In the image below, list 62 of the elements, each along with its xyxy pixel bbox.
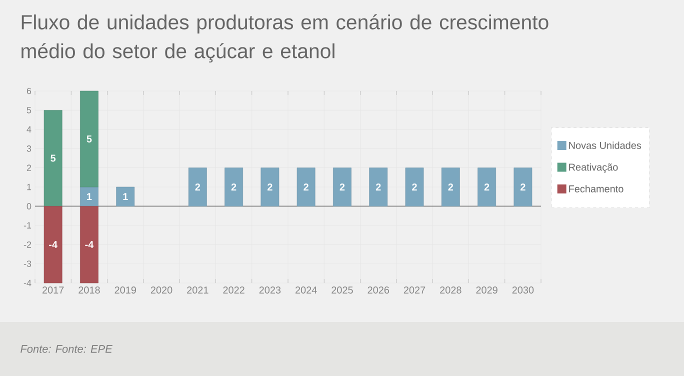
bar	[333, 168, 352, 206]
bar	[224, 168, 243, 206]
y-tick-label: -4	[24, 280, 32, 286]
x-tick-label: 2029	[476, 286, 498, 294]
y-tick-label: -2	[24, 241, 32, 248]
x-tick-label: 2017	[42, 286, 64, 294]
y-tick-label: -3	[24, 260, 32, 267]
legend-label: Fechamento	[569, 185, 624, 192]
y-tick-label: 4	[26, 126, 32, 132]
x-tick-label: 2024	[296, 286, 317, 294]
data-label: 2	[376, 184, 381, 190]
bar	[478, 168, 496, 206]
x-tick-label: 2023	[259, 286, 281, 294]
x-tick-label: 2022	[223, 286, 244, 294]
bar	[514, 168, 532, 206]
x-tick-label: 2021	[187, 286, 208, 294]
bar	[44, 206, 62, 284]
bar	[188, 168, 207, 206]
data-label: 2	[484, 184, 490, 190]
source-note: Fonte: Fonte: EPE	[20, 345, 112, 353]
data-label: -4	[49, 241, 58, 248]
bar	[80, 90, 98, 188]
data-label: 1	[87, 193, 92, 200]
y-tick-label: -1	[24, 222, 32, 228]
data-label: 2	[195, 184, 200, 190]
bar	[80, 206, 98, 284]
bar	[296, 168, 316, 206]
bar	[116, 186, 135, 206]
bar	[260, 168, 280, 206]
x-tick-label: 2026	[368, 286, 390, 294]
x-tick-label: 2025	[332, 286, 353, 294]
bar	[44, 110, 62, 206]
y-tick-label: 3	[26, 145, 32, 152]
x-tick-label: 2030	[512, 286, 534, 294]
y-tick-label: 6	[26, 88, 32, 94]
x-tick-label: 2027	[404, 286, 426, 294]
x-tick-label: 2020	[150, 286, 172, 294]
data-label: 2	[304, 184, 308, 190]
chart-title: Fluxo de unidades produtoras em cenário de crescimento médio do setor de açúcar e etanol	[22, 14, 548, 62]
data-label: 1	[123, 193, 128, 200]
data-label: 5	[50, 154, 56, 162]
data-label: -4	[85, 241, 94, 248]
data-label: 2	[448, 184, 454, 190]
x-tick-label: 2019	[114, 286, 136, 294]
data-label: 2	[268, 184, 272, 190]
bar	[441, 168, 460, 206]
bar	[405, 168, 424, 206]
legend-label: Novas Unidades	[569, 142, 642, 149]
y-tick-label: 2	[26, 164, 32, 171]
data-label: 2	[231, 184, 236, 190]
y-tick-label: 5	[26, 107, 32, 114]
data-label: 2	[340, 184, 345, 190]
bar	[369, 168, 388, 206]
bar	[80, 186, 98, 206]
data-label: 5	[86, 136, 92, 142]
y-tick-label: 0	[26, 203, 32, 210]
x-tick-label: 2028	[440, 286, 462, 294]
x-tick-label: 2018	[78, 286, 100, 294]
legend-label: Reativação	[569, 163, 618, 173]
data-label: 2	[520, 184, 526, 190]
data-label: 2	[412, 184, 417, 190]
y-tick-label: 1	[27, 184, 32, 190]
